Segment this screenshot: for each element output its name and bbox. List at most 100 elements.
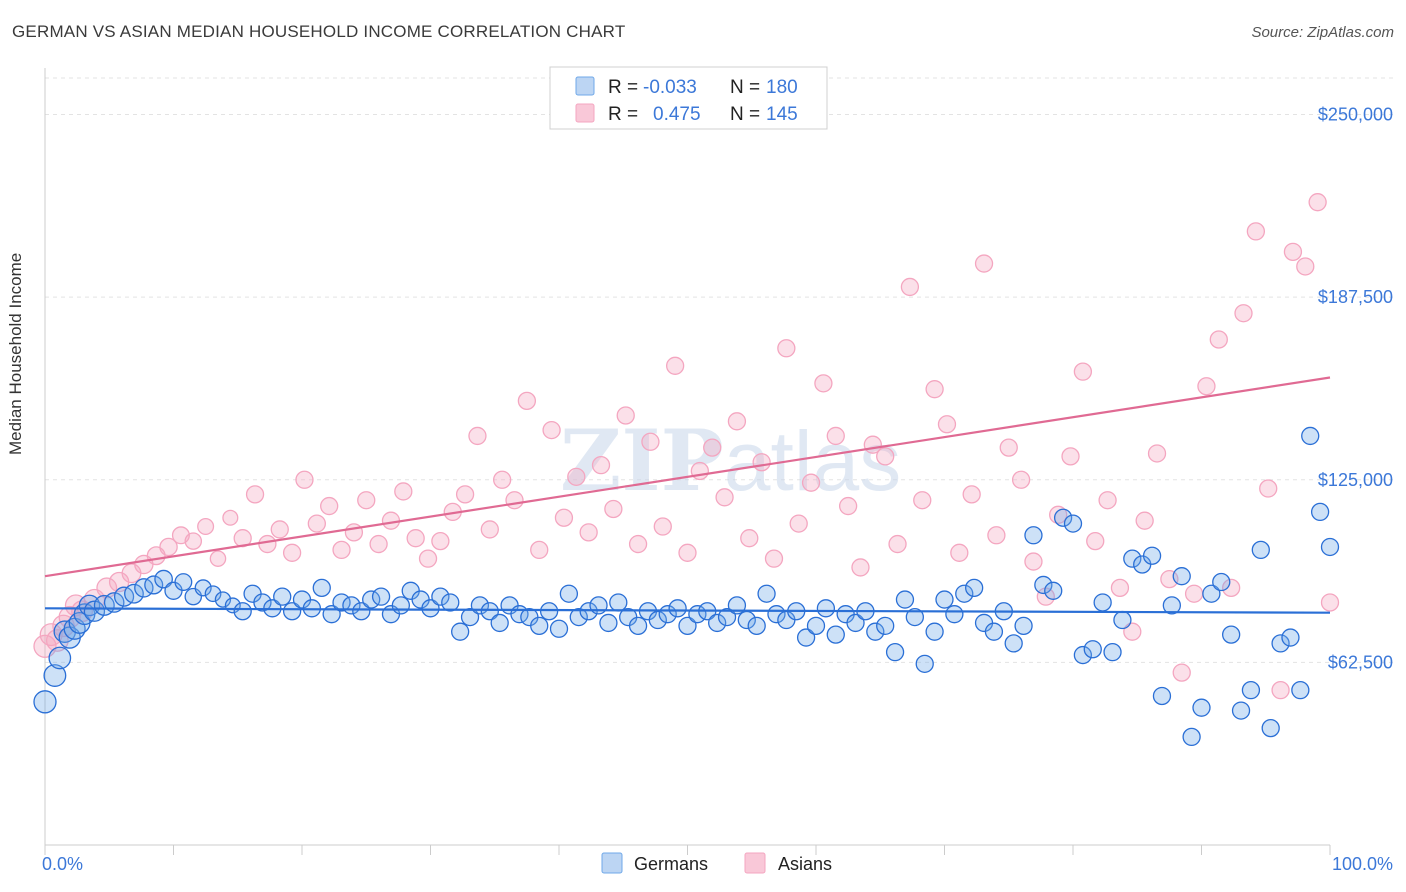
points-german-point — [253, 593, 272, 612]
points-asian-point — [1061, 447, 1080, 466]
points-german-point — [371, 587, 391, 606]
points-asian-point — [703, 438, 722, 457]
points-asian-point — [665, 356, 685, 375]
points-german-point — [1301, 426, 1320, 446]
points-asian-point — [209, 550, 227, 567]
points-asian-point — [184, 532, 203, 550]
points-asian-point — [332, 540, 351, 560]
chart-title: GERMAN VS ASIAN MEDIAN HOUSEHOLD INCOME … — [12, 22, 626, 41]
points-asian-point — [1049, 505, 1068, 524]
points-asian-point — [270, 520, 289, 539]
y-tick-label-0: $62,500 — [1328, 652, 1393, 672]
points-german-point — [1113, 610, 1132, 630]
points-asian-point — [320, 496, 339, 516]
points-german-point — [1123, 549, 1142, 568]
points-asian-point — [530, 540, 549, 560]
points-german-point — [451, 622, 470, 641]
points-german-point — [816, 599, 836, 618]
points-german-point — [1231, 701, 1251, 720]
points-german-point — [312, 578, 331, 598]
points-asian-point — [826, 426, 845, 446]
points-german-point — [1083, 640, 1102, 659]
points-german-point — [421, 599, 440, 618]
legend-r-value-asian: 0.475 — [653, 104, 701, 125]
points-asian-point — [455, 485, 475, 504]
points-asian-point — [468, 426, 487, 446]
points-german-point — [569, 607, 588, 627]
points-german-point — [174, 573, 193, 591]
points-asian-point — [1098, 491, 1117, 510]
legend-n-label-german: N = — [730, 77, 760, 98]
points-german-point — [103, 592, 125, 613]
points-asian-point — [838, 496, 858, 516]
points-asian-point — [876, 447, 895, 466]
points-german-point — [717, 607, 737, 627]
points-german-point — [204, 585, 222, 603]
points-german-point — [846, 613, 865, 633]
points-german-point — [214, 591, 232, 608]
points-asian-point — [1184, 584, 1204, 603]
points-asian-point — [925, 380, 944, 399]
points-asian-point — [245, 485, 265, 504]
points-asian-point — [678, 543, 697, 562]
points-german-point — [530, 616, 549, 636]
points-asian-point — [480, 520, 499, 539]
points-german-point — [609, 593, 628, 612]
points-asian-point — [851, 558, 870, 577]
points-german-point — [668, 599, 687, 618]
points-german-point — [441, 593, 460, 612]
watermark-zip: ZIP — [560, 411, 724, 510]
legend-n-value-german: 180 — [766, 77, 798, 98]
points-german-point — [628, 616, 648, 636]
points-german-point — [1152, 686, 1172, 706]
points-german-point — [282, 602, 302, 621]
points-asian-point — [1172, 663, 1191, 682]
points-asian-point — [987, 526, 1006, 545]
points-german-point — [1320, 537, 1340, 557]
points-asian-point — [604, 499, 623, 519]
points-german-point — [599, 613, 618, 633]
points-asian-point — [1073, 362, 1093, 381]
points-asian-point — [222, 509, 239, 526]
points-german-point — [1222, 625, 1241, 644]
y-tick-label-2: $187,500 — [1318, 287, 1393, 307]
points-asian-point — [801, 473, 821, 492]
points-german-point — [905, 607, 924, 627]
points-german-point — [895, 590, 915, 609]
points-asian-point — [764, 549, 784, 568]
points-german-point — [945, 605, 964, 624]
points-german-point — [1291, 680, 1310, 700]
points-asian-point — [1234, 304, 1253, 323]
legend-r-label-asian: R = — [608, 104, 638, 125]
x-tick-label-1: 100.0% — [1332, 854, 1393, 874]
points-german-point — [708, 613, 727, 633]
points-german-point — [1162, 596, 1181, 615]
points-asian-point — [1197, 377, 1216, 396]
points-german-point — [1310, 502, 1330, 522]
points-asian-point — [505, 491, 524, 510]
points-german-point — [1063, 514, 1083, 533]
points-german-point — [925, 622, 944, 641]
trend-lines — [44, 376, 1331, 614]
points-asian-point — [282, 543, 302, 562]
points-german-point — [866, 622, 885, 641]
points-asian-point — [628, 534, 648, 554]
points-german-point — [757, 584, 776, 603]
points-german-point — [826, 625, 845, 644]
points-german-point — [1212, 572, 1231, 592]
points-asian-point — [888, 534, 907, 554]
points-german-point — [1182, 727, 1201, 747]
points-asian-point — [1209, 330, 1228, 349]
points-german-point — [1142, 546, 1162, 565]
trend-line-german — [44, 607, 1331, 614]
points-german-point — [549, 619, 569, 638]
points-asian-point — [554, 508, 574, 527]
points-german-point — [33, 690, 57, 714]
points-german-point — [391, 596, 410, 615]
points-asian-point — [962, 485, 981, 504]
points-asian-point — [591, 456, 611, 475]
points-german-point — [1053, 508, 1073, 527]
points-german-point — [144, 575, 164, 595]
points-german-point — [273, 587, 292, 606]
points-german-point — [480, 602, 499, 621]
